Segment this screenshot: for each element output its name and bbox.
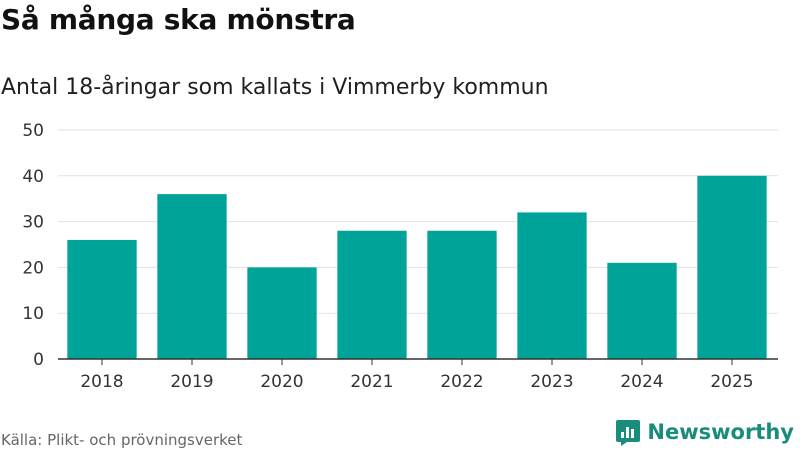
bar-2023 — [517, 212, 587, 359]
bar-2022 — [427, 230, 497, 359]
chart-title: Så många ska mönstra — [1, 3, 356, 36]
bar-2021 — [337, 230, 407, 359]
brand-name: Newsworthy — [647, 420, 794, 444]
x-tick-label: 2023 — [530, 372, 573, 392]
bars — [67, 175, 767, 359]
newsworthy-logo-icon — [616, 420, 641, 446]
bar-2018 — [67, 239, 137, 359]
y-tick-label: 20 — [22, 258, 44, 278]
y-tick-label: 10 — [22, 304, 44, 324]
y-axis-ticks: 0 10 20 30 40 50 — [22, 121, 44, 370]
bar-2019 — [157, 194, 227, 359]
y-tick-label: 30 — [22, 213, 44, 233]
y-tick-label: 50 — [22, 121, 44, 141]
x-tick-label: 2019 — [170, 372, 213, 392]
x-tick-label: 2018 — [80, 372, 123, 392]
bar-chart: 0 10 20 30 40 50 2018 2019 2020 2021 2022 2023 2024… — [22, 121, 778, 392]
x-tick-label: 2025 — [710, 372, 753, 392]
bar-2024 — [607, 262, 677, 359]
x-tick-label: 2022 — [440, 372, 483, 392]
y-tick-label: 0 — [33, 350, 44, 370]
bar-2020 — [247, 267, 317, 359]
x-tick-label: 2024 — [620, 372, 663, 392]
y-tick-label: 40 — [22, 167, 44, 187]
brand-logo[interactable]: Newsworthy — [615, 418, 794, 446]
source-note: Källa: Plikt- och prövningsverket — [1, 431, 243, 449]
chart-subtitle: Antal 18-åringar som kallats i Vimmerby … — [1, 75, 549, 100]
x-tick-label: 2020 — [260, 372, 303, 392]
x-axis-ticks: 2018 2019 2020 2021 2022 2023 2024 2025 — [80, 359, 754, 392]
bar-2025 — [697, 175, 767, 359]
x-tick-label: 2021 — [350, 372, 393, 392]
